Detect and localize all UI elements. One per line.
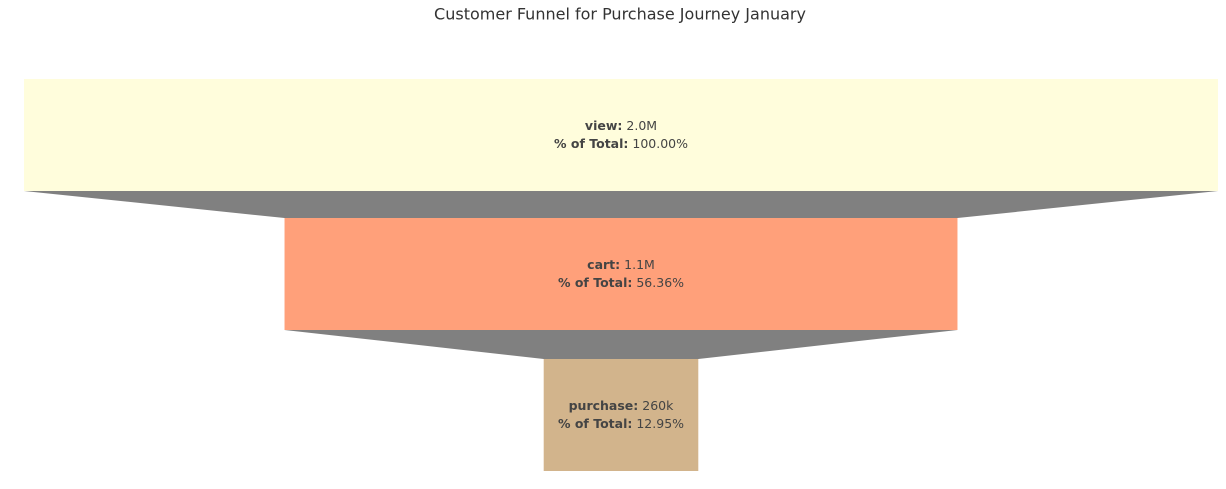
percent-label: % of Total: 12.95% — [558, 416, 684, 431]
bar-label: view: 2.0M — [585, 118, 657, 133]
percent-title: % of Total: — [558, 416, 632, 431]
percent-value: 56.36% — [636, 275, 684, 290]
chart-title: Customer Funnel for Purchase Journey Jan… — [434, 5, 806, 24]
category-label: view — [585, 118, 618, 133]
percent-title: % of Total: — [558, 275, 632, 290]
percent-label: % of Total: 56.36% — [558, 275, 684, 290]
separator: : — [615, 257, 620, 272]
connector — [284, 330, 958, 359]
bar-label: cart: 1.1M — [587, 257, 655, 272]
percent-value: 12.95% — [636, 416, 684, 431]
category-label: cart — [587, 257, 615, 272]
category-label: purchase — [569, 398, 634, 413]
connector — [24, 191, 1218, 218]
separator: : — [633, 398, 638, 413]
value-label: 1.1M — [624, 257, 655, 272]
value-label: 2.0M — [626, 118, 657, 133]
percent-title: % of Total: — [554, 136, 628, 151]
separator: : — [617, 118, 622, 133]
bar-label: purchase: 260k — [569, 398, 675, 413]
percent-label: % of Total: 100.00% — [554, 136, 688, 151]
percent-value: 100.00% — [632, 136, 688, 151]
funnel-bar — [284, 218, 958, 330]
funnel-bar — [24, 79, 1218, 191]
funnel-bar — [543, 359, 699, 471]
value-label: 260k — [642, 398, 674, 413]
